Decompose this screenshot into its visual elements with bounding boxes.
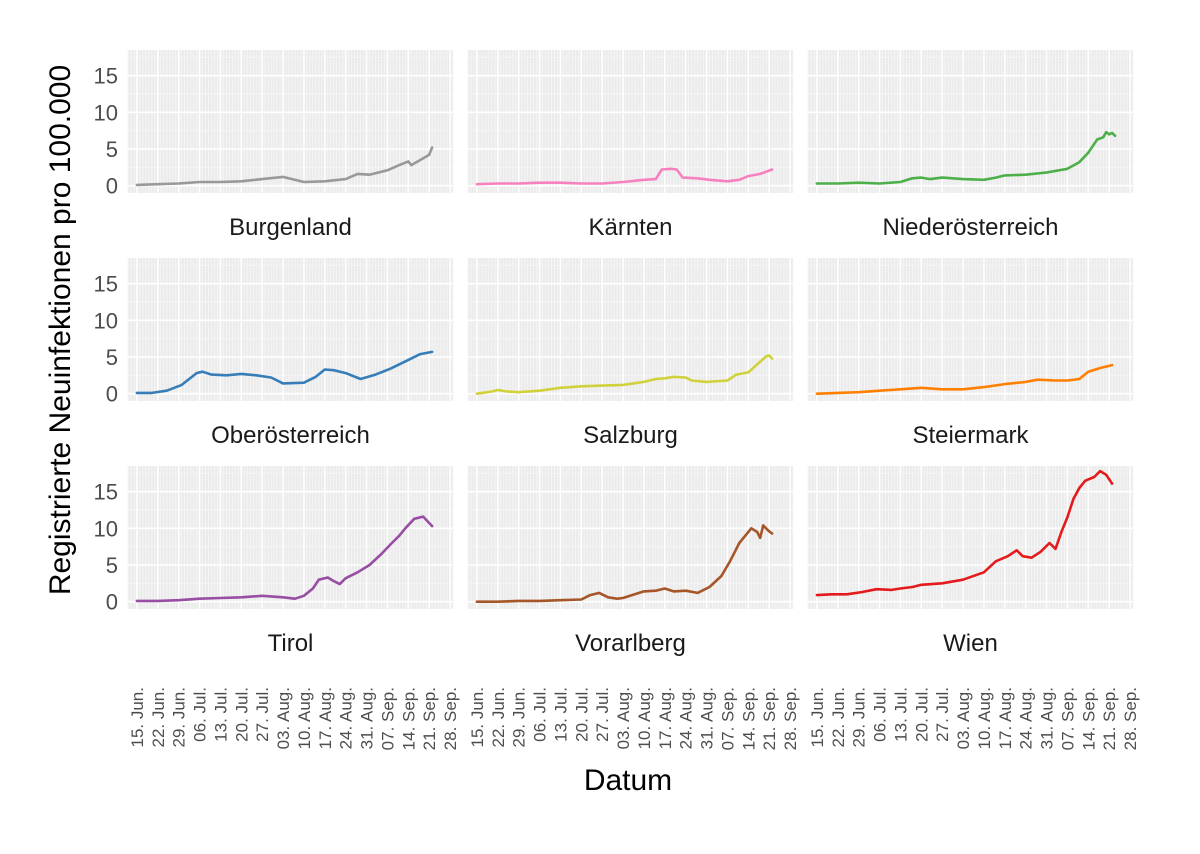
facet-label: Steiermark (912, 422, 1029, 449)
y-tick-label: 5 (106, 553, 118, 578)
y-axis-title: Registrierte Neuinfektionen pro 100.000 (44, 65, 77, 595)
x-tick-label: 29. Jun. (850, 687, 869, 748)
y-tick-label: 15 (94, 272, 118, 297)
x-tick-label: 03. Aug. (954, 687, 973, 749)
panel-background (808, 466, 1133, 609)
series-line-4 (135, 350, 434, 395)
panel-background (468, 258, 793, 401)
x-tick-label: 31. Aug. (698, 687, 717, 749)
x-tick-label: 27. Jul. (933, 687, 952, 742)
x-tick-label: 15. Jun. (468, 687, 487, 748)
x-axis-title: Datum (584, 764, 672, 797)
y-tick-label: 0 (106, 174, 118, 199)
y-tick-label: 5 (106, 137, 118, 162)
facet-label: Oberösterreich (211, 422, 370, 449)
facet-label: Burgenland (229, 214, 352, 241)
x-tick-label: 14. Sep. (739, 687, 758, 750)
series-line-5 (475, 354, 774, 396)
series-line-9 (815, 469, 1114, 597)
y-tick-label: 10 (94, 308, 118, 333)
y-tick-label: 15 (94, 480, 118, 505)
series-line-7 (135, 515, 434, 603)
y-tick-label: 0 (106, 590, 118, 615)
x-tick-label: 20. Jul. (912, 687, 931, 742)
facet-label: Tirol (268, 630, 314, 657)
facet-label: Salzburg (583, 422, 678, 449)
x-tick-label: 13. Jul. (891, 687, 910, 742)
x-tick-label: 21. Sep. (760, 687, 779, 750)
x-tick-label: 27. Jul. (593, 687, 612, 742)
panel-background (808, 50, 1133, 193)
series-line-8 (475, 524, 774, 604)
x-tick-label: 24. Aug. (337, 687, 356, 749)
panel-background (468, 466, 793, 609)
x-tick-label: 06. Jul. (871, 687, 890, 742)
x-tick-label: 07. Sep. (1058, 687, 1077, 750)
x-tick-label: 07. Sep. (718, 687, 737, 750)
x-tick-label: 17. Aug. (996, 687, 1015, 749)
panel-background (808, 258, 1133, 401)
series-line-6 (815, 363, 1114, 396)
x-tick-label: 17. Aug. (316, 687, 335, 749)
x-tick-label: 28. Sep. (1121, 687, 1140, 750)
x-tick-label: 24. Aug. (677, 687, 696, 749)
x-tick-label: 21. Sep. (420, 687, 439, 750)
x-tick-label: 29. Jun. (510, 687, 529, 748)
x-tick-label: 03. Aug. (614, 687, 633, 749)
facet-label: Vorarlberg (575, 630, 686, 657)
series-line-3 (815, 130, 1117, 185)
y-tick-label: 10 (94, 516, 118, 541)
panel-background (128, 50, 453, 193)
x-tick-label: 31. Aug. (1038, 687, 1057, 749)
series-line-1 (135, 146, 434, 187)
x-tick-label: 10. Aug. (975, 687, 994, 749)
x-tick-label: 24. Aug. (1017, 687, 1036, 749)
x-tick-label: 07. Sep. (378, 687, 397, 750)
x-tick-label: 13. Jul. (551, 687, 570, 742)
x-tick-label: 03. Aug. (274, 687, 293, 749)
series-line-2 (475, 167, 774, 186)
y-tick-label: 10 (94, 100, 118, 125)
x-tick-label: 10. Aug. (295, 687, 314, 749)
facet-label: Niederösterreich (882, 214, 1058, 241)
y-tick-label: 15 (94, 64, 118, 89)
y-tick-label: 0 (106, 382, 118, 407)
x-tick-label: 31. Aug. (358, 687, 377, 749)
x-tick-label: 28. Sep. (441, 687, 460, 750)
x-tick-label: 06. Jul. (531, 687, 550, 742)
x-tick-label: 20. Jul. (572, 687, 591, 742)
x-tick-label: 22. Jun. (489, 687, 508, 748)
x-tick-label: 15. Jun. (808, 687, 827, 748)
panel-background (128, 466, 453, 609)
facet-label: Kärnten (588, 214, 672, 241)
x-tick-label: 10. Aug. (635, 687, 654, 749)
facet-label: Wien (943, 630, 998, 657)
x-tick-label: 20. Jul. (232, 687, 251, 742)
x-tick-label: 21. Sep. (1100, 687, 1119, 750)
panel-background (468, 50, 793, 193)
panel-background (128, 258, 453, 401)
x-tick-label: 17. Aug. (656, 687, 675, 749)
x-tick-label: 27. Jul. (253, 687, 272, 742)
x-tick-label: 22. Jun. (829, 687, 848, 748)
x-tick-label: 14. Sep. (399, 687, 418, 750)
x-tick-label: 29. Jun. (170, 687, 189, 748)
x-tick-label: 06. Jul. (191, 687, 210, 742)
x-tick-label: 13. Jul. (211, 687, 230, 742)
y-tick-label: 5 (106, 345, 118, 370)
x-tick-label: 14. Sep. (1079, 687, 1098, 750)
x-tick-label: 22. Jun. (149, 687, 168, 748)
x-tick-label: 28. Sep. (781, 687, 800, 750)
x-tick-label: 15. Jun. (128, 687, 147, 748)
